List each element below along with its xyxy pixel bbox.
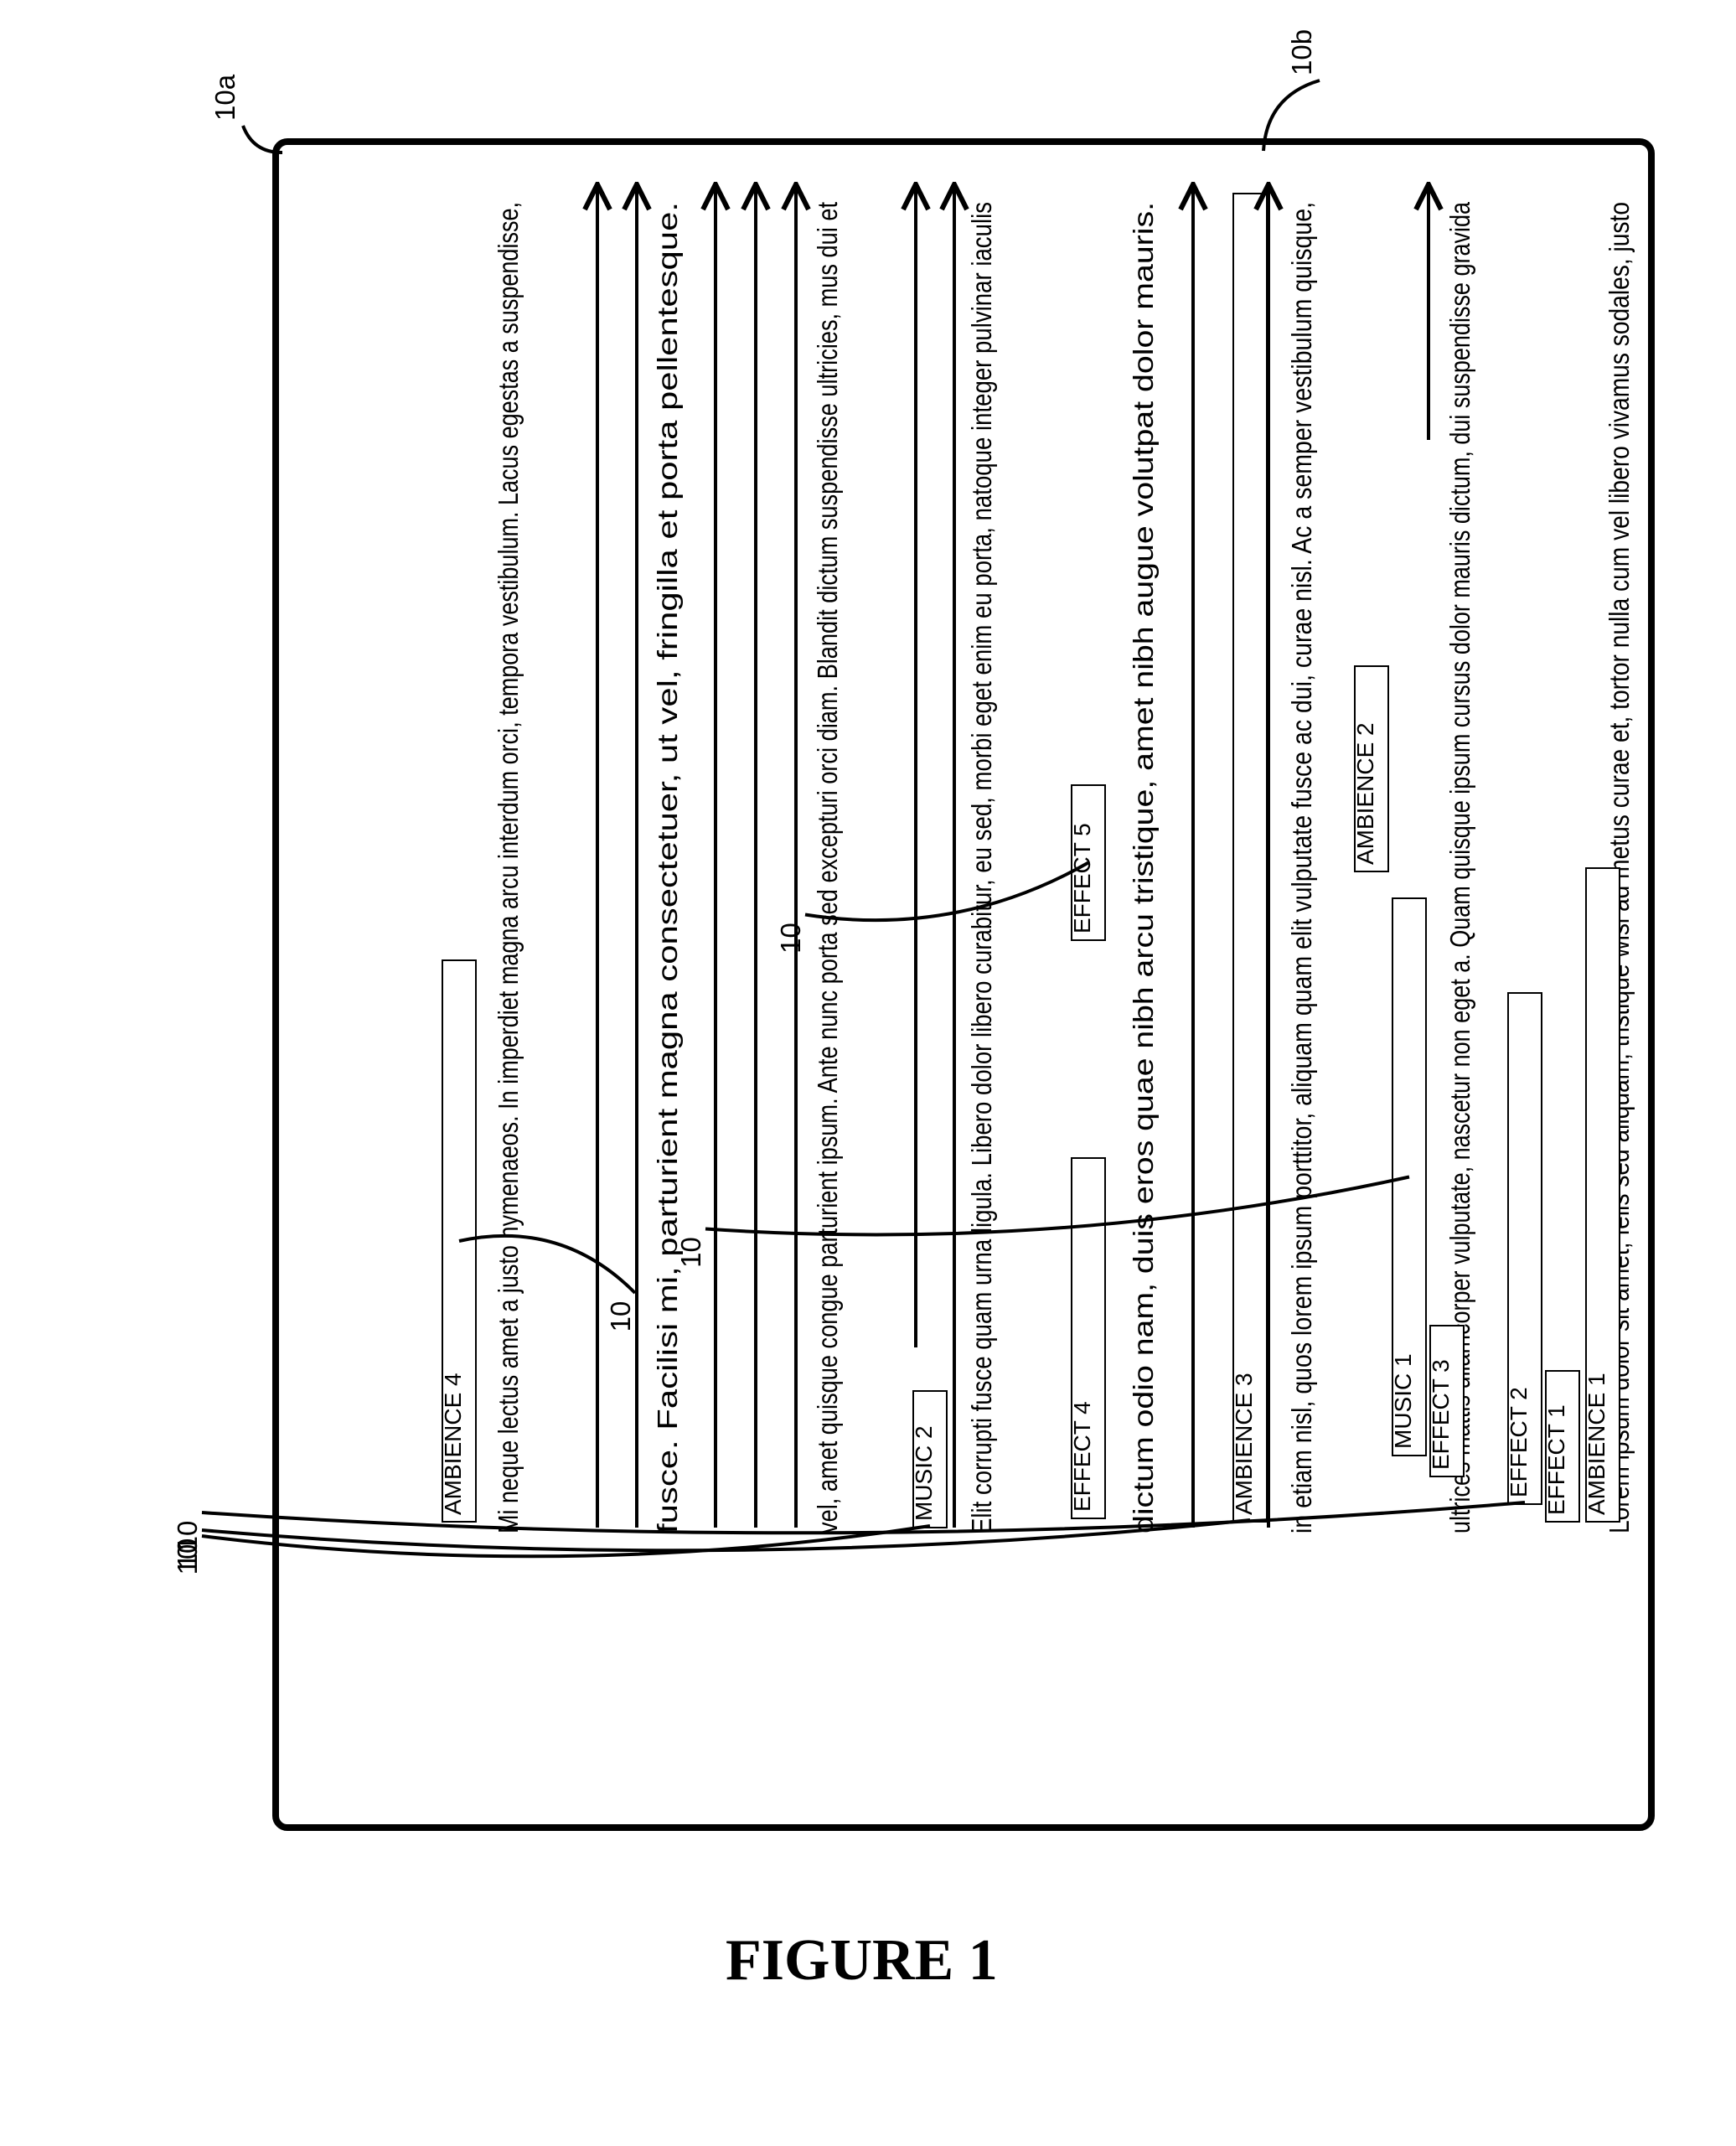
leader (459, 1236, 635, 1293)
figure-caption: FIGURE 1 (726, 1931, 998, 1990)
track-label-ambience-3: AMBIENCE 3 (1231, 1373, 1257, 1515)
track-label-effect-3: EFFECT 3 (1428, 1359, 1454, 1470)
ref-label: 10 (675, 1237, 706, 1268)
leader (202, 1502, 1525, 1533)
corner-ref-10b: 10b (1286, 29, 1317, 75)
track-label-ambience-2: AMBIENCE 2 (1352, 722, 1378, 865)
diagram-svg: Lorem ipsum dolor sit amet, felis sed al… (0, 0, 1736, 2146)
body-line: vel, amet quisque congue parturient ipsu… (812, 202, 843, 1533)
ref-label: 10 (605, 1301, 636, 1332)
body-line: Mi neque lectus amet a justo hymenaeos. … (493, 202, 524, 1533)
leader (1263, 80, 1320, 151)
figure-stage: Lorem ipsum dolor sit amet, felis sed al… (0, 0, 1736, 2146)
leader (805, 863, 1088, 921)
body-line: Elit corrupti fusce quam urna ligula. Li… (966, 202, 997, 1533)
ref-label: 10 (775, 923, 806, 954)
body-line: in etiam nisl, quos lorem ipsum porttito… (1286, 202, 1317, 1533)
ref-label: 10 (172, 1544, 203, 1575)
track-label-music-2: MUSIC 2 (911, 1425, 937, 1521)
leader (202, 1520, 1250, 1550)
leader (243, 126, 282, 153)
track-label-effect-2: EFFECT 2 (1506, 1387, 1532, 1497)
track-label-ambience-4: AMBIENCE 4 (440, 1373, 466, 1515)
track-label-music-1: MUSIC 1 (1390, 1353, 1416, 1449)
body-line: fusce. Facilisi mi, parturient magna con… (652, 202, 683, 1533)
track-label-ambience-1: AMBIENCE 1 (1584, 1373, 1609, 1515)
corner-ref-10a: 10a (209, 74, 240, 121)
track-label-effect-4: EFFECT 4 (1069, 1401, 1095, 1512)
body-line: dictum odio nam, duis eros quae nibh arc… (1128, 202, 1159, 1533)
track-label-effect-5: EFFECT 5 (1069, 823, 1095, 933)
track-ambience-3 (1233, 194, 1267, 1522)
track-label-effect-1: EFFECT 1 (1543, 1404, 1569, 1515)
